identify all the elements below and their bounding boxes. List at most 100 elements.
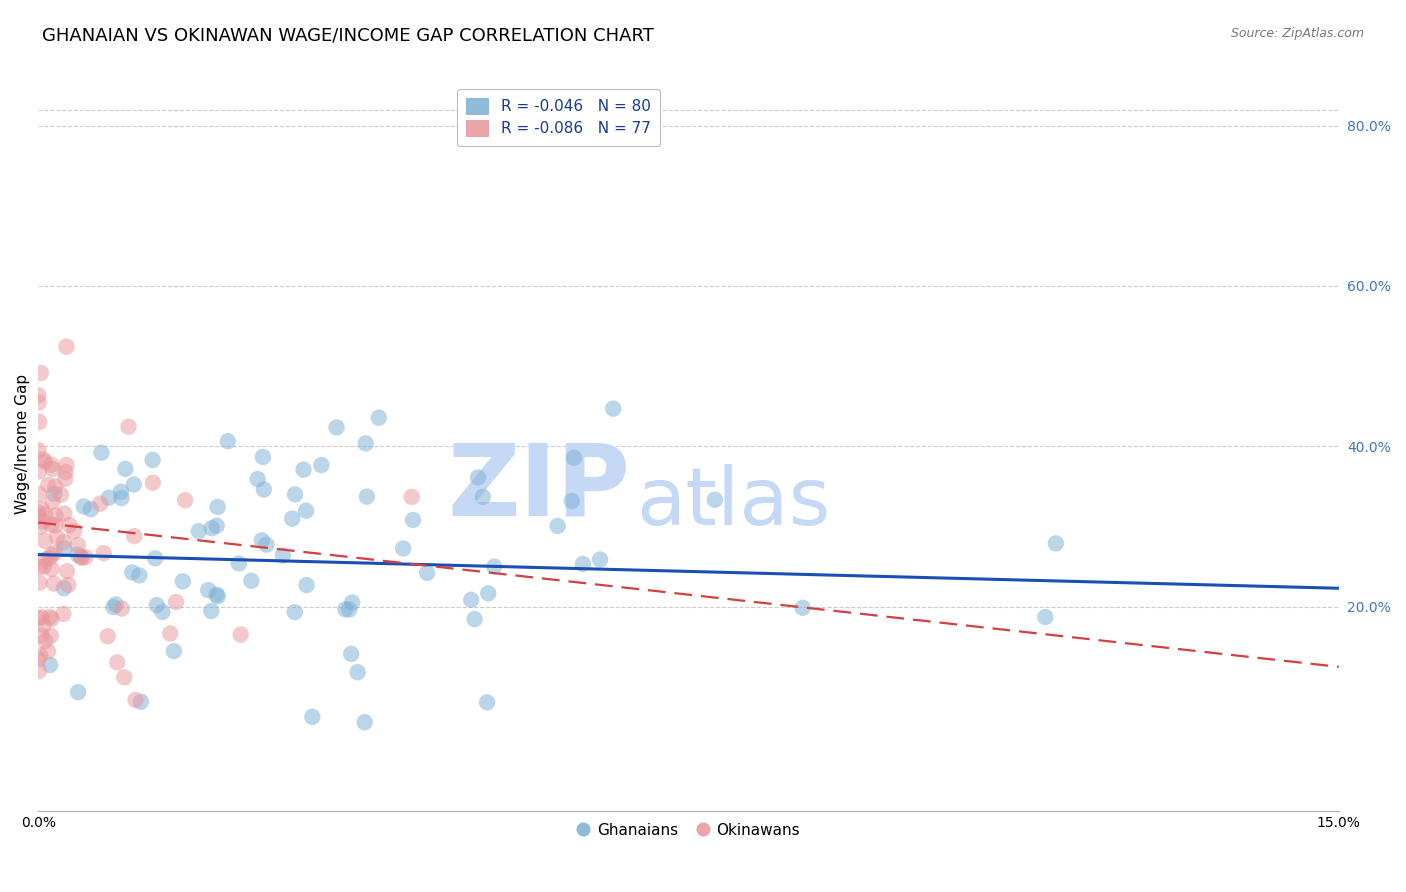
Point [254,538,277,552]
Point [174,493,197,508]
Point [250,533,273,548]
Point [110,484,132,499]
Point [97,629,120,643]
Y-axis label: Wage/Income Gap: Wage/Income Gap [15,375,30,515]
Point [253,483,276,497]
Point [562,450,585,465]
Point [70,550,93,565]
Point [30,520,52,534]
Point [27,509,49,524]
Point [142,453,165,467]
Point [142,475,165,490]
Point [229,627,252,641]
Point [354,436,377,450]
Point [464,612,486,626]
Point [467,470,489,484]
Point [28,395,51,409]
Point [41,458,63,472]
Point [32,559,55,574]
Text: atlas: atlas [637,464,831,542]
Point [401,490,423,504]
Point [39,517,62,532]
Point [246,472,269,486]
Point [114,462,136,476]
Point [52,607,75,621]
Point [121,566,143,580]
Point [1045,536,1067,550]
Point [792,600,814,615]
Point [93,546,115,560]
Point [28,575,51,590]
Point [165,595,187,609]
Point [339,602,361,616]
Point [44,479,66,493]
Point [402,513,425,527]
Point [55,465,77,479]
Point [73,500,96,514]
Point [356,490,378,504]
Point [34,508,56,522]
Point [30,366,52,380]
Point [67,538,90,552]
Point [75,550,97,565]
Point [27,652,49,666]
Point [207,589,229,603]
Point [295,504,318,518]
Point [27,388,49,402]
Point [104,598,127,612]
Point [34,553,56,567]
Point [28,560,51,574]
Point [117,419,139,434]
Point [217,434,239,449]
Point [89,497,111,511]
Point [129,695,152,709]
Point [471,490,494,504]
Point [58,518,80,533]
Point [80,502,103,516]
Point [30,648,52,663]
Point [30,501,52,516]
Point [547,519,569,533]
Point [205,518,228,533]
Point [45,508,67,523]
Point [105,656,128,670]
Point [44,487,66,501]
Point [34,455,56,469]
Point [561,494,583,508]
Point [602,401,624,416]
Point [460,592,482,607]
Point [124,693,146,707]
Point [353,715,375,730]
Point [201,521,224,535]
Legend: Ghanaians, Okinawans: Ghanaians, Okinawans [571,817,806,844]
Point [281,511,304,525]
Point [124,529,146,543]
Point [41,562,63,576]
Point [38,610,60,624]
Point [52,581,75,595]
Point [342,596,364,610]
Point [205,588,228,602]
Point [53,507,76,521]
Point [42,576,65,591]
Text: Source: ZipAtlas.com: Source: ZipAtlas.com [1230,27,1364,40]
Point [292,463,315,477]
Point [41,612,63,626]
Point [39,629,62,643]
Point [41,548,63,562]
Point [55,458,77,472]
Point [482,559,505,574]
Point [392,541,415,556]
Point [32,618,55,632]
Point [41,494,63,508]
Point [46,530,69,544]
Point [103,600,125,615]
Point [1035,610,1057,624]
Point [58,578,80,592]
Point [152,605,174,619]
Point [37,478,59,492]
Point [34,634,56,648]
Point [31,610,53,624]
Point [340,647,363,661]
Point [27,443,49,458]
